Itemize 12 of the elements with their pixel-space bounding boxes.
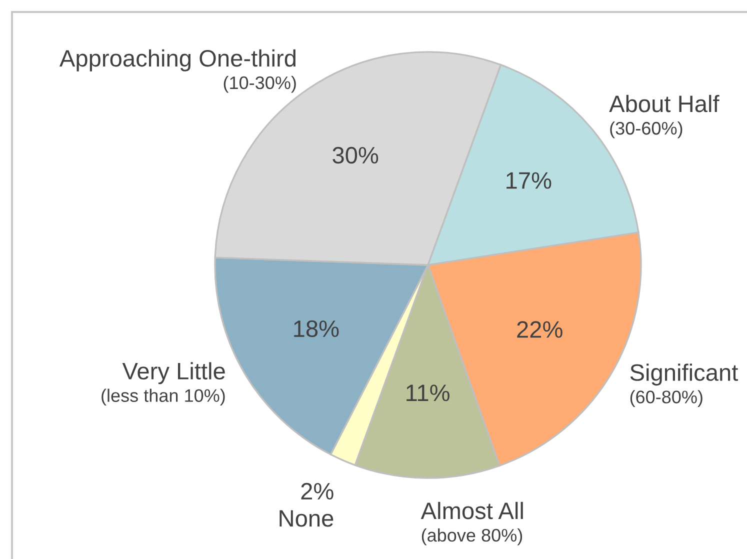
data-label: 11%: [406, 384, 450, 402]
slice-label: Significant (60-80%): [630, 364, 738, 407]
slice-label: Almost All (above 80%): [420, 502, 523, 546]
data-label: 18%: [294, 320, 339, 338]
data-label: 22%: [517, 321, 562, 338]
slice-label: None: [280, 510, 334, 527]
slice-label: Very Little (less than 10%): [102, 362, 225, 406]
data-label: 30%: [332, 146, 378, 164]
data-label: 17%: [506, 172, 552, 189]
slice-label: Approaching One-third (10-30%): [59, 49, 296, 93]
data-label: 2%: [301, 482, 334, 500]
slice-label: About Half (30-60%): [609, 94, 720, 138]
